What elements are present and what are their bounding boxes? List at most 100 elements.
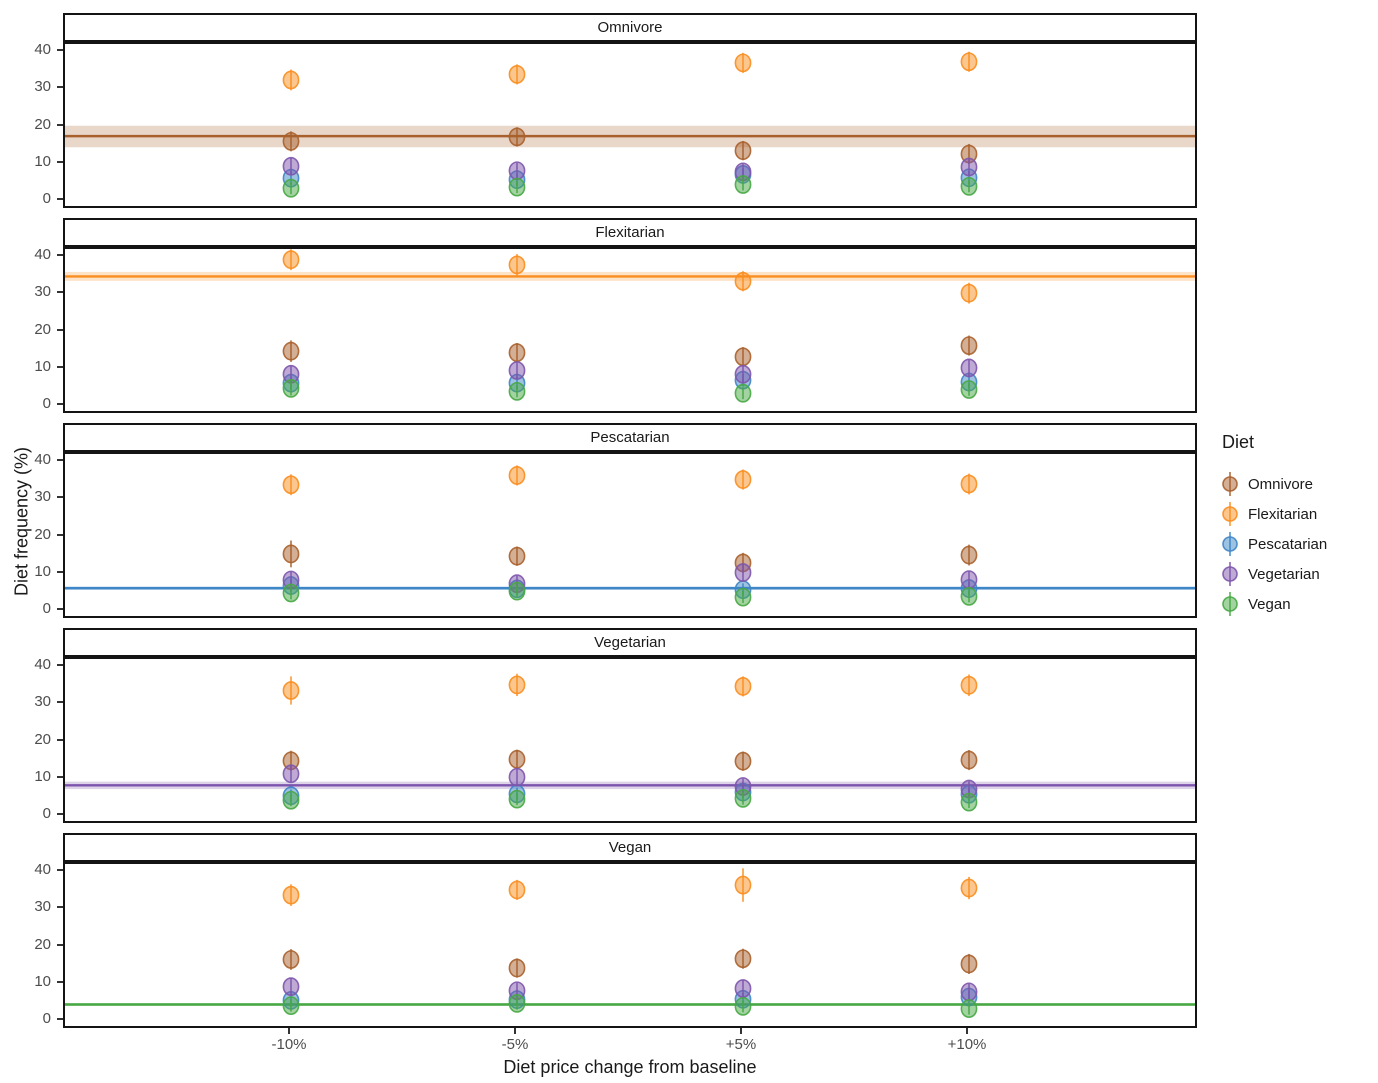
y-tick-mark (57, 365, 63, 368)
y-tick-label: 10 (34, 152, 51, 170)
point-vegetarian-+5% (734, 979, 752, 998)
point-omnivore--5% (508, 342, 526, 363)
point-omnivore--5% (508, 958, 526, 978)
legend-item-vegan: Vegan (1222, 589, 1372, 619)
point-vegan-+5% (734, 175, 752, 194)
point-vegetarian-+5% (734, 364, 752, 384)
legend-item-label: Pescatarian (1248, 535, 1328, 553)
y-tick-label: 40 (34, 861, 51, 879)
y-tick-mark (57, 738, 63, 741)
y-tick-mark (57, 664, 63, 667)
y-tick-mark (57, 123, 63, 126)
point-omnivore-+5% (734, 948, 752, 969)
point-flexitarian--5% (508, 64, 526, 85)
point-omnivore--10% (282, 540, 300, 568)
facet-strip-label: Vegan (608, 839, 652, 856)
y-tick-label: 20 (34, 730, 51, 748)
y-tick-label: 30 (34, 898, 51, 916)
point-vegan--10% (282, 178, 300, 198)
point-flexitarian--5% (508, 879, 526, 900)
point-omnivore-+5% (734, 751, 752, 771)
point-omnivore--10% (282, 131, 300, 152)
legend-item-label: Vegan (1248, 595, 1291, 613)
y-tick-mark (57, 1018, 63, 1020)
point-omnivore--5% (508, 546, 526, 566)
y-tick-mark (57, 775, 63, 778)
x-tick-mark (288, 1028, 290, 1034)
point-omnivore--10% (282, 340, 300, 362)
point-vegan-+5% (734, 788, 752, 808)
y-tick-mark (57, 459, 63, 462)
y-tick-mark (57, 49, 63, 52)
pointrange-glyph-icon (1222, 502, 1238, 526)
y-tick-mark (57, 291, 63, 294)
y-tick-mark (57, 570, 63, 573)
point-vegetarian-+10% (960, 570, 978, 590)
point-vegan-+10% (960, 792, 978, 812)
y-tick-mark (57, 869, 63, 872)
y-tick-label: 40 (34, 246, 51, 264)
facet-strip-label: Flexitarian (595, 224, 665, 241)
pointrange-glyph-icon (1222, 532, 1238, 556)
point-omnivore-+10% (960, 953, 978, 974)
y-tick-label: 20 (34, 935, 51, 953)
point-vegetarian-+5% (734, 563, 752, 582)
legend-title: Diet (1222, 432, 1255, 452)
x-axis-title: Diet price change from baseline (503, 1057, 757, 1077)
pointrange-glyph-icon (1222, 562, 1238, 586)
y-tick-label: 30 (34, 78, 51, 96)
point-vegetarian--5% (508, 767, 526, 787)
point-flexitarian-+10% (960, 282, 978, 304)
y-tick-label: 0 (42, 190, 51, 207)
point-vegan--10% (282, 583, 300, 603)
y-tick-mark (57, 906, 63, 909)
point-vegetarian--10% (282, 764, 300, 784)
point-vegan--10% (282, 790, 300, 810)
point-flexitarian--10% (282, 676, 300, 705)
y-tick-mark (57, 813, 63, 815)
point-flexitarian--5% (508, 465, 526, 486)
y-tick-label: 10 (34, 562, 51, 580)
facet-plot-flexitarian (63, 247, 1197, 413)
point-flexitarian-+10% (960, 51, 978, 72)
pointrange-glyph-icon (1222, 472, 1238, 496)
facet-strip-vegan: Vegan (63, 833, 1197, 862)
point-omnivore-+10% (960, 750, 978, 771)
y-tick-label: 20 (34, 320, 51, 338)
y-tick-label: 40 (34, 451, 51, 469)
x-tick-label: +10% (947, 1036, 987, 1053)
point-flexitarian--10% (282, 474, 300, 496)
y-tick-mark (57, 701, 63, 704)
point-vegan-+5% (734, 587, 752, 607)
x-tick-mark (514, 1028, 516, 1034)
point-flexitarian-+10% (960, 473, 978, 495)
point-flexitarian-+5% (734, 676, 752, 697)
point-vegetarian-+10% (960, 157, 978, 177)
point-omnivore--10% (282, 949, 300, 970)
point-flexitarian--10% (282, 884, 300, 906)
y-tick-mark (57, 533, 63, 536)
y-tick-label: 30 (34, 283, 51, 301)
facet-plot-vegetarian (63, 657, 1197, 823)
facet-strip-vegetarian: Vegetarian (63, 628, 1197, 657)
point-flexitarian-+5% (734, 52, 752, 73)
point-flexitarian-+5% (734, 271, 752, 292)
legend-item-omnivore: Omnivore (1222, 469, 1372, 499)
facet-panel-vegan: Vegan 0 10 20 30 40 (34, 833, 1197, 1028)
facet-plot-vegan (63, 862, 1197, 1028)
x-tick-label: -10% (271, 1036, 307, 1053)
y-tick-label: 0 (42, 395, 51, 412)
x-axis: -10% -5% +5% +10% (63, 1028, 1197, 1078)
legend-item-vegetarian: Vegetarian (1222, 559, 1372, 589)
y-tick-label: 20 (34, 115, 51, 133)
legend-item-label: Omnivore (1248, 475, 1314, 493)
y-tick-label: 10 (34, 357, 51, 375)
facet-strip-omnivore: Omnivore (63, 13, 1197, 42)
point-flexitarian--5% (508, 254, 526, 276)
y-tick-label: 10 (34, 972, 51, 990)
point-omnivore-+5% (734, 140, 752, 161)
point-flexitarian--5% (508, 673, 526, 697)
x-tick-mark (966, 1028, 968, 1034)
pointrange-glyph-icon (1222, 592, 1238, 616)
point-vegetarian--5% (508, 361, 526, 380)
